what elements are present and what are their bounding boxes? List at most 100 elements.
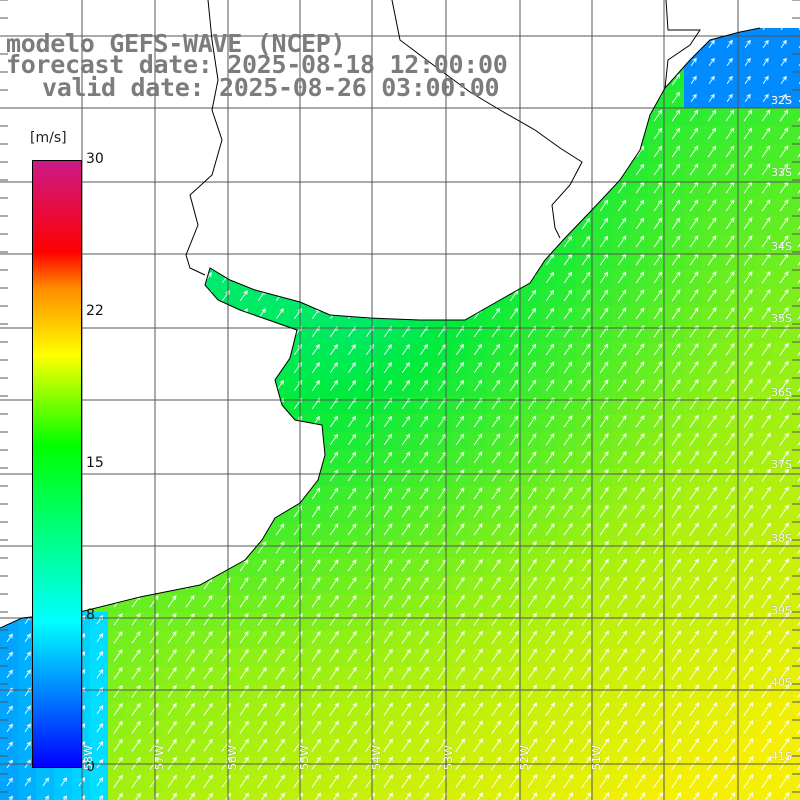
- wind-speed-cell: [792, 414, 800, 432]
- wind-speed-cell: [486, 792, 504, 800]
- wind-arrow: [725, 109, 735, 122]
- wind-arrow: [690, 75, 697, 84]
- wind-arrow: [671, 91, 681, 104]
- wind-speed-cell: [792, 432, 800, 450]
- wind-arrow: [744, 75, 751, 84]
- wind-arrow: [780, 39, 787, 48]
- wind-speed-cell: [738, 792, 756, 800]
- wind-arrow: [743, 109, 753, 122]
- wind-speed-cell: [774, 28, 792, 36]
- wind-arrow: [690, 93, 697, 102]
- wind-speed-cell: [792, 54, 800, 72]
- wind-arrow: [780, 57, 787, 66]
- colorbar: [32, 160, 82, 768]
- wind-arrow: [708, 75, 715, 84]
- wind-arrow: [689, 109, 699, 122]
- wind-arrow: [689, 127, 699, 140]
- wind-arrow: [726, 93, 733, 102]
- wind-arrow: [707, 109, 717, 122]
- wind-speed-cell: [792, 486, 800, 504]
- wind-arrow: [744, 93, 751, 102]
- wind-speed-cell: [72, 792, 90, 800]
- wind-arrow: [653, 145, 663, 158]
- wind-speed-cell: [792, 522, 800, 540]
- wind-speed-cell: [360, 792, 378, 800]
- wind-speed-cell: [792, 36, 800, 54]
- wind-speed-cell: [792, 108, 800, 126]
- colorbar-tick-22: 22: [86, 303, 104, 319]
- wind-speed-cell: [126, 792, 144, 800]
- colorbar-tick-8: 8: [86, 607, 95, 623]
- wind-arrow: [671, 73, 681, 86]
- lon-label-56w: 56W: [226, 745, 239, 770]
- wind-arrow: [671, 127, 681, 140]
- lon-label-58w: 58W: [82, 745, 95, 770]
- wind-arrow: [761, 127, 771, 140]
- wind-arrow: [743, 145, 753, 158]
- wind-speed-cell: [792, 360, 800, 378]
- wind-speed-cell: [792, 504, 800, 522]
- wind-speed-cell: [288, 792, 306, 800]
- wind-speed-cell: [792, 774, 800, 792]
- wind-speed-cell: [198, 792, 216, 800]
- wind-speed-cell: [774, 792, 792, 800]
- wind-arrow: [671, 199, 681, 212]
- colorbar-tick-15: 15: [86, 455, 104, 471]
- lat-label-34s: 34S: [771, 240, 792, 253]
- wind-speed-cell: [342, 792, 360, 800]
- lat-label-40s: 40S: [771, 676, 792, 689]
- wind-arrow: [761, 145, 771, 158]
- wind-speed-cell: [792, 630, 800, 648]
- wind-speed-cell: [792, 90, 800, 108]
- lon-label-52w: 52W: [518, 745, 531, 770]
- wind-arrow: [761, 199, 771, 212]
- wind-speed-cell: [792, 612, 800, 630]
- wind-arrow: [726, 57, 733, 66]
- colorbar-unit: [m/s]: [28, 130, 69, 146]
- wind-arrow: [762, 28, 769, 30]
- wind-arrow: [671, 145, 681, 158]
- wind-speed-cell: [396, 792, 414, 800]
- lat-label-37s: 37S: [771, 458, 792, 471]
- wind-speed-cell: [792, 702, 800, 720]
- wind-arrow: [635, 199, 645, 212]
- wind-speed-cell: [378, 792, 396, 800]
- lat-label-33s: 33S: [771, 166, 792, 179]
- wind-speed-cell: [792, 378, 800, 396]
- wind-speed-cell: [738, 28, 756, 36]
- wind-speed-cell: [792, 144, 800, 162]
- wind-speed-cell: [792, 594, 800, 612]
- wind-arrow: [780, 28, 787, 30]
- wind-speed-cell: [792, 324, 800, 342]
- wind-arrow: [779, 145, 789, 158]
- wind-arrow: [780, 75, 787, 84]
- wind-speed-cell: [252, 792, 270, 800]
- wind-speed-cell: [792, 342, 800, 360]
- wind-speed-cell: [576, 792, 594, 800]
- wind-speed-cell: [216, 792, 234, 800]
- wind-speed-cell: [720, 792, 738, 800]
- wind-arrow: [653, 109, 663, 122]
- wind-speed-cell: [792, 28, 800, 36]
- wind-speed-cell: [792, 216, 800, 234]
- wind-arrow: [707, 163, 717, 176]
- wind-arrow: [690, 57, 697, 66]
- wind-arrow: [689, 163, 699, 176]
- wind-speed-cell: [630, 792, 648, 800]
- wind-arrow: [635, 163, 645, 176]
- wind-arrow: [743, 199, 753, 212]
- wind-speed-cell: [306, 792, 324, 800]
- lon-label-57w: 57W: [153, 745, 166, 770]
- wind-arrow: [797, 127, 800, 140]
- valid-date: valid date: 2025-08-26 03:00:00: [42, 73, 500, 102]
- wind-speed-cell: [792, 558, 800, 576]
- wind-arrow: [653, 163, 663, 176]
- wind-speed-cell: [666, 792, 684, 800]
- wind-arrow: [599, 199, 609, 212]
- lat-label-38s: 38S: [771, 532, 792, 545]
- wind-speed-cell: [792, 306, 800, 324]
- wind-speed-cell: [792, 666, 800, 684]
- wind-speed-cell: [792, 72, 800, 90]
